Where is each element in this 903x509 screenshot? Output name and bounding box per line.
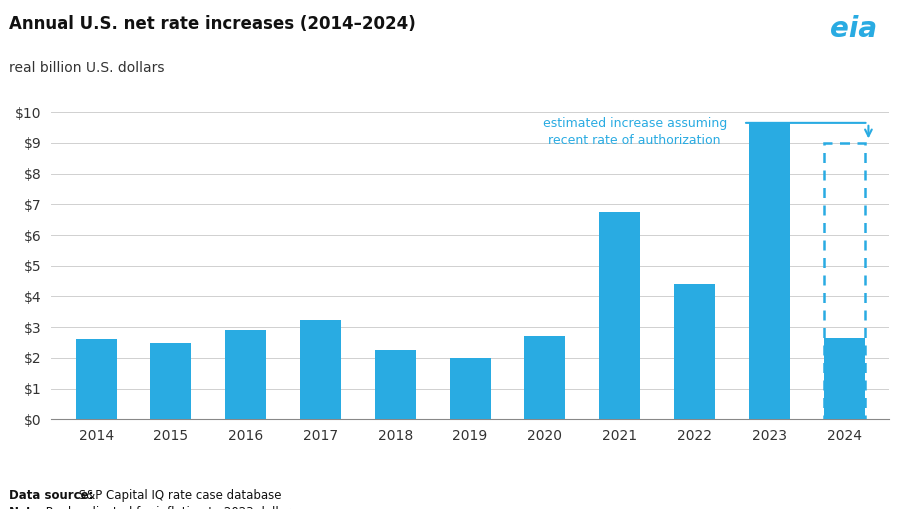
Bar [674,284,714,419]
Bar [375,350,415,419]
Text: Data source:: Data source: [9,489,93,502]
Text: Note:: Note: [9,506,45,509]
Bar [823,338,864,419]
Bar [300,320,340,419]
Text: Real=adjusted for inflation to 2023 dollars: Real=adjusted for inflation to 2023 doll… [42,506,296,509]
Text: estimated increase assuming
recent rate of authorization: estimated increase assuming recent rate … [542,117,726,147]
Text: Annual U.S. net rate increases (2014–2024): Annual U.S. net rate increases (2014–202… [9,15,415,33]
Bar [150,343,191,419]
Bar [225,330,266,419]
Text: S&P Capital IQ rate case database: S&P Capital IQ rate case database [75,489,281,502]
Text: real billion U.S. dollars: real billion U.S. dollars [9,61,164,75]
Bar [76,340,116,419]
Bar [748,123,789,419]
Bar [524,336,565,419]
Text: eia: eia [829,15,876,43]
Bar [599,212,639,419]
Bar [449,358,490,419]
Bar [823,143,864,419]
